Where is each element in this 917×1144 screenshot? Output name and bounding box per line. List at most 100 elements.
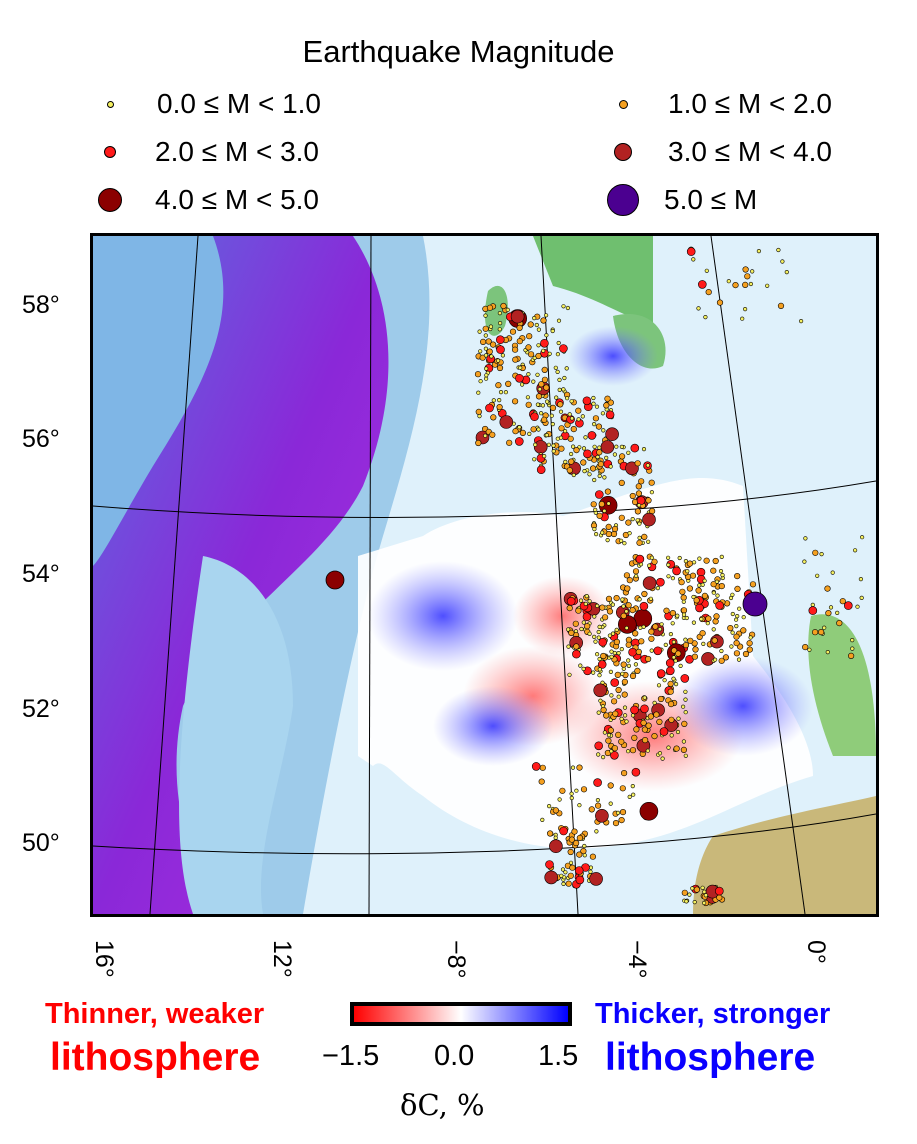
earthquake-marker [575,875,585,885]
earthquake-marker [573,839,580,847]
earthquake-marker [595,802,602,809]
earthquake-marker [550,328,555,334]
earthquake-marker [540,317,547,324]
earthquake-marker [633,662,639,667]
earthquake-marker [567,848,574,856]
earthquake-marker [808,606,818,615]
earthquake-marker [730,611,735,617]
earthquake-marker [584,623,591,630]
colorbar-tick-min: −1.5 [322,1040,380,1072]
earthquake-marker [477,414,482,419]
earthquake-marker [637,597,642,602]
earthquake-marker [590,465,597,472]
lon-line-0 [710,236,806,914]
earthquake-marker [619,647,624,652]
earthquake-marker [652,700,657,706]
earthquake-marker [512,428,519,435]
earthquake-marker [597,624,602,630]
earthquake-marker [722,654,730,661]
earthquake-marker [669,733,674,738]
earthquake-marker [581,666,586,672]
blue-anomaly-scotland [568,326,658,386]
earthquake-marker [672,566,681,576]
colorbar-tick-mid: 0.0 [434,1040,475,1072]
earthquake-marker [611,525,619,533]
earthquake-marker [609,654,614,659]
legend-item-m1: 1.0 ≤ M < 2.0 [598,86,832,122]
earthquake-marker [633,726,640,733]
earthquake-marker [625,519,632,526]
earthquake-marker [697,556,702,561]
earthquake-marker [555,369,560,374]
earthquake-marker [567,412,572,417]
earthquake-marker [645,722,652,729]
earthquake-marker [675,613,680,618]
earthquake-marker [598,698,603,703]
earthquake-marker [670,621,675,626]
earthquake-marker [655,586,661,591]
lat-line-55 [93,480,876,518]
earthquake-marker [686,560,694,567]
earthquake-marker [597,667,602,672]
earthquake-marker [671,639,677,645]
earthquake-marker [713,613,720,620]
earthquake-marker [701,641,706,647]
earthquake-marker [712,618,719,625]
earthquake-marker [475,439,482,447]
earthquake-marker [531,762,541,771]
earthquake-marker [705,288,712,296]
earthquake-marker [596,710,601,715]
earthquake-marker [644,655,652,663]
earthquake-marker [520,382,525,387]
earthquake-marker [777,302,785,309]
earthquake-marker [563,459,568,464]
earthquake-marker [620,612,627,620]
earthquake-marker [629,607,636,614]
earthquake-marker [641,737,649,744]
legend-item-m5: 5.0 ≤ M [598,182,757,218]
legend-item-m2: 2.0 ≤ M < 3.0 [85,134,319,170]
earthquake-marker [765,283,770,288]
earthquake-marker [850,638,855,643]
earthquake-marker [659,622,664,627]
earthquake-marker [675,650,682,657]
earthquake-marker [592,614,597,619]
earthquake-marker [540,403,546,408]
thicker-lithosphere-caption: lithosphere [605,1036,816,1079]
earthquake-marker [716,299,724,306]
earthquake-marker [583,601,588,607]
earthquake-marker [565,396,570,401]
earthquake-marker [733,640,740,647]
earthquake-marker [490,341,497,348]
lon-line-15w [149,236,199,914]
earthquake-marker [589,853,597,860]
earthquake-marker [557,377,562,382]
earthquake-marker [815,573,820,578]
earthquake-marker [742,281,749,289]
earthquake-marker [616,651,621,656]
earthquake-marker [687,892,692,897]
earthquake-marker [528,351,535,358]
earthquake-marker [620,597,625,602]
earthquake-marker [608,669,614,675]
legend-label-m5: 5.0 ≤ M [664,184,758,215]
earthquake-marker [566,644,571,649]
earthquake-marker [693,886,701,893]
earthquake-marker [591,401,596,406]
earthquake-marker [526,333,533,340]
earthquake-marker [624,719,629,724]
earthquake-marker [640,719,647,727]
earthquake-marker [478,349,483,354]
earthquake-marker [659,727,669,736]
earthquake-marker [615,686,622,694]
earthquake-marker [549,839,563,854]
earthquake-marker [645,497,652,504]
earthquake-marker [564,366,569,371]
earthquake-marker [574,788,579,793]
earthquake-marker [591,395,596,401]
earthquake-marker [819,552,824,557]
earthquake-marker [668,716,675,723]
earthquake-marker [605,595,613,603]
earthquake-marker [678,579,685,586]
earthquake-marker [559,873,564,878]
